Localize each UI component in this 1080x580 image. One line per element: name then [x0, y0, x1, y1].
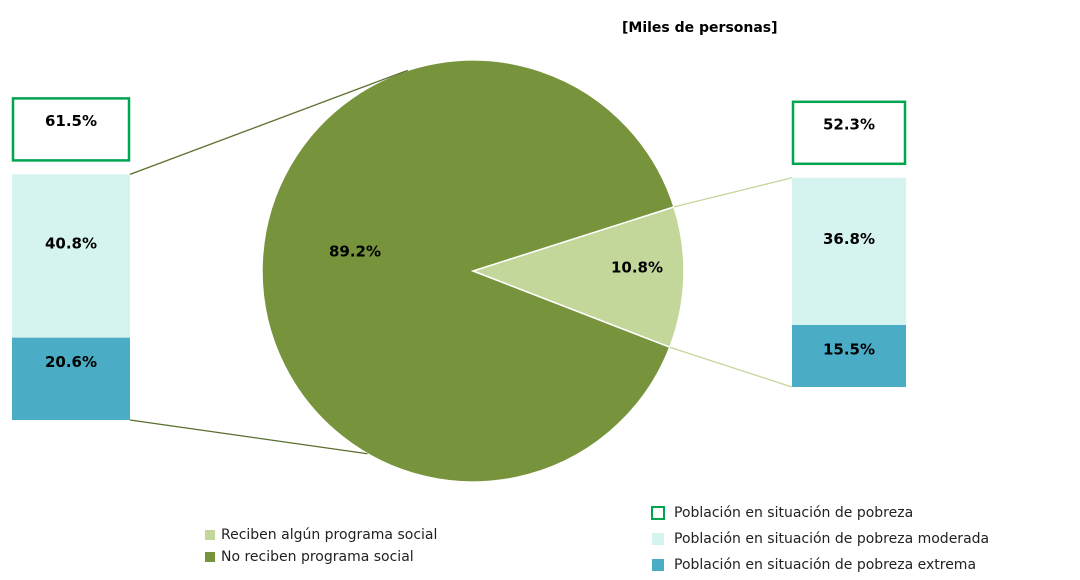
legend-swatch	[205, 530, 215, 540]
pie-label: 10.8%	[611, 259, 663, 277]
pie-slice	[261, 59, 675, 483]
total-label: 52.3%	[823, 115, 875, 133]
legend-label: No reciben programa social	[221, 549, 414, 565]
connector	[669, 346, 793, 388]
bar-segment	[12, 337, 130, 420]
legend-label: Población en situación de pobreza extrem…	[674, 557, 976, 573]
connector	[673, 177, 793, 208]
legend-swatch	[205, 552, 215, 562]
connector	[129, 69, 409, 176]
bar-segment	[792, 325, 906, 387]
chart-subtitle: [Miles de personas]	[622, 20, 778, 36]
total-box	[791, 100, 907, 166]
legend-label: Reciben algún programa social	[221, 527, 437, 543]
bar-label: 20.6%	[45, 353, 97, 371]
legend-label: Población en situación de pobreza modera…	[674, 531, 989, 547]
bar-label: 15.5%	[823, 341, 875, 359]
total-label: 61.5%	[45, 112, 97, 130]
bar-segment	[12, 174, 130, 338]
legend-swatch	[652, 559, 664, 571]
legend-swatch	[651, 506, 665, 520]
bar-segment	[792, 177, 906, 325]
pie-label: 89.2%	[329, 243, 381, 261]
legend-swatch	[652, 533, 664, 545]
bar-label: 36.8%	[823, 230, 875, 248]
pie-slice	[470, 205, 685, 349]
bar-label: 40.8%	[45, 235, 97, 253]
legend-label: Población en situación de pobreza	[674, 505, 913, 521]
total-box	[11, 97, 131, 162]
connector	[129, 419, 368, 455]
